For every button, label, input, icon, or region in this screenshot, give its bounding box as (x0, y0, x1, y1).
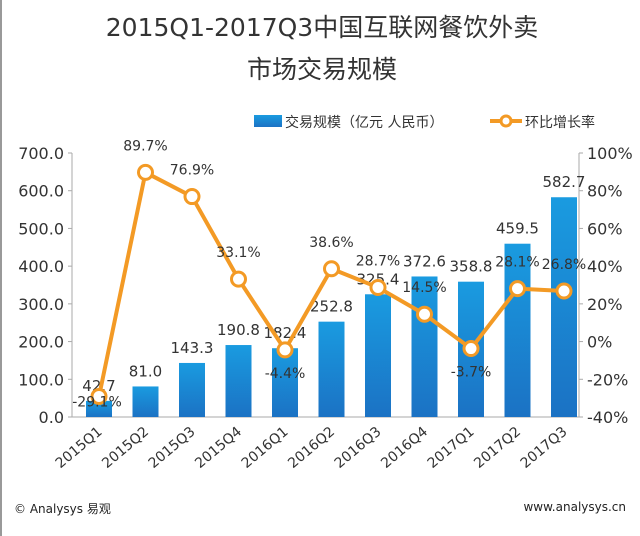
left-tick-label: 300.0 (18, 295, 64, 314)
left-tick-label: 400.0 (18, 257, 64, 276)
bar (272, 348, 298, 417)
left-tick-label: 700.0 (18, 144, 64, 163)
growth-point (90, 387, 108, 405)
chart-svg: 0.0 100.0 200.0 300.0 400.0 500.0 600.0 700.0 -4… (18, 114, 633, 472)
right-tick-label: -20% (587, 370, 628, 389)
left-tick-label: 200.0 (18, 333, 64, 352)
legend-bar-label: 交易规模（亿元 人民币） (285, 114, 443, 131)
growth-point (416, 305, 433, 323)
growth-value-label: 28.7% (356, 253, 400, 269)
bar-value-label: 358.8 (450, 258, 493, 276)
footer-url: www.analysys.cn (523, 500, 626, 514)
growth-value-label: -4.4% (265, 366, 306, 382)
bar (318, 321, 345, 417)
bar (86, 400, 112, 417)
x-tick-label: 2016Q2 (285, 424, 338, 472)
left-tick-label: 500.0 (18, 219, 64, 238)
growth-value-label: -3.7% (451, 365, 492, 381)
x-tick-label: 2017Q3 (518, 424, 571, 472)
left-tick-label: 100.0 (18, 370, 64, 389)
bar (365, 294, 391, 417)
growth-point (369, 278, 387, 296)
right-tick-label: 20% (587, 295, 623, 314)
footer-brand: © Analysys 易观 (14, 502, 111, 516)
growth-value-label: 14.5% (402, 280, 446, 296)
right-tick-label: -40% (587, 408, 628, 427)
growth-value-label: 28.1% (495, 255, 539, 271)
left-tick-label: 0.0 (39, 408, 64, 427)
bar (225, 345, 252, 417)
growth-point (555, 282, 573, 300)
bar-value-label: 252.8 (310, 298, 353, 316)
right-tick-label: 40% (587, 257, 623, 276)
right-tick-label: 80% (587, 182, 623, 201)
growth-point (462, 340, 480, 358)
growth-value-label: 26.8% (542, 257, 586, 273)
chart-subtitle: 市场交易规模 (246, 55, 397, 84)
legend-line-label: 环比增长率 (525, 114, 595, 131)
bar (179, 362, 205, 417)
bar-value-label: 42.7 (82, 377, 115, 395)
bar-value-label: 372.6 (403, 252, 446, 270)
bar-value-label: 143.3 (171, 339, 214, 357)
growth-point (137, 163, 154, 181)
right-tick-label: 0% (587, 333, 612, 352)
x-tick-label: 2015Q1 (53, 424, 106, 472)
x-tick-label: 2017Q2 (471, 424, 524, 472)
bar (551, 197, 577, 417)
right-tick-label: 60% (587, 219, 623, 238)
growth-value-label: 76.9% (170, 163, 214, 179)
x-tick-label: 2015Q3 (146, 424, 199, 472)
x-tick-label: 2017Q1 (425, 424, 478, 472)
right-tick-label: 100% (587, 144, 633, 163)
x-tick-label: 2016Q3 (332, 424, 385, 472)
growth-point (230, 270, 247, 288)
bar-value-label: 582.7 (543, 173, 586, 191)
growth-value-label: 89.7% (123, 138, 167, 154)
growth-point (276, 341, 294, 359)
bar-value-label: 81.0 (129, 362, 162, 380)
bar (411, 276, 438, 417)
growth-point (323, 260, 340, 278)
legend-bar-swatch (254, 115, 282, 127)
left-tick-label: 600.0 (18, 182, 64, 201)
growth-value-label: 38.6% (309, 235, 353, 251)
x-tick-label: 2015Q4 (192, 424, 245, 472)
x-tick-label: 2015Q2 (99, 424, 152, 472)
chart-title: 2015Q1-2017Q3中国互联网餐饮外卖 (105, 13, 539, 42)
bar (504, 243, 531, 417)
bar-value-label: 459.5 (496, 220, 539, 238)
legend-line-marker (499, 114, 513, 128)
growth-point (183, 188, 201, 206)
growth-point (509, 280, 526, 298)
bar (132, 386, 159, 417)
x-tick-label: 2016Q4 (378, 424, 431, 472)
growth-value-label: -29.1% (72, 394, 122, 410)
growth-value-label: 33.1% (216, 245, 260, 261)
x-tick-label: 2016Q1 (239, 424, 292, 472)
bar-value-label: 190.8 (217, 321, 260, 339)
